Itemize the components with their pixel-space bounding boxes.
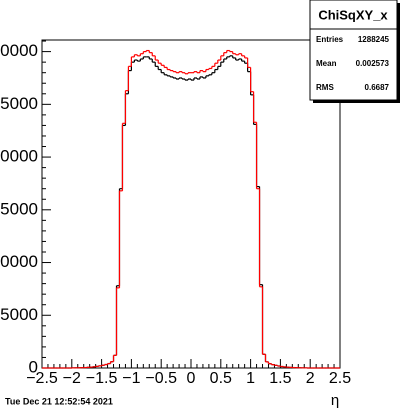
x-tick-label: −1.5 xyxy=(86,370,118,387)
x-tick-label: 2.5 xyxy=(329,370,351,387)
y-tick-label: 0 xyxy=(29,357,38,376)
histogram-step xyxy=(71,55,308,368)
footer: Tue Dec 21 12:52:54 2021 xyxy=(5,396,113,406)
y-tick-label: 25000 xyxy=(0,94,38,113)
x-tick-label: 1.5 xyxy=(269,370,291,387)
x-tick-label: −2.5 xyxy=(26,370,58,387)
stats-label: RMS xyxy=(316,83,334,92)
stats-value: 1288245 xyxy=(358,35,390,44)
stats-label: Entries xyxy=(316,35,344,44)
x-tick-label: −1 xyxy=(122,370,140,387)
y-tick-label: 20000 xyxy=(0,147,38,166)
y-tick-label: 30000 xyxy=(0,41,38,60)
stats-box xyxy=(309,0,398,101)
plot-frame xyxy=(41,39,341,369)
x-tick-label: 0.5 xyxy=(210,370,232,387)
stats-label: Mean xyxy=(316,59,337,68)
x-tick-label: −0.5 xyxy=(145,370,177,387)
stats-value: 0.6687 xyxy=(365,83,390,92)
x-tick-label: 1 xyxy=(246,370,255,387)
x-axis-label: η xyxy=(331,392,339,409)
x-tick-label: 0 xyxy=(187,370,196,387)
stats-value: 0.002573 xyxy=(356,59,390,68)
y-tick-label: 15000 xyxy=(0,199,38,218)
x-tick-label: −2 xyxy=(63,370,81,387)
x-tick-label: 2 xyxy=(306,370,315,387)
y-tick-label: 5000 xyxy=(0,305,38,324)
y-tick-label: 10000 xyxy=(0,252,38,271)
histogram-step xyxy=(71,50,308,368)
stats-title: ChiSqXY_x xyxy=(318,7,388,22)
